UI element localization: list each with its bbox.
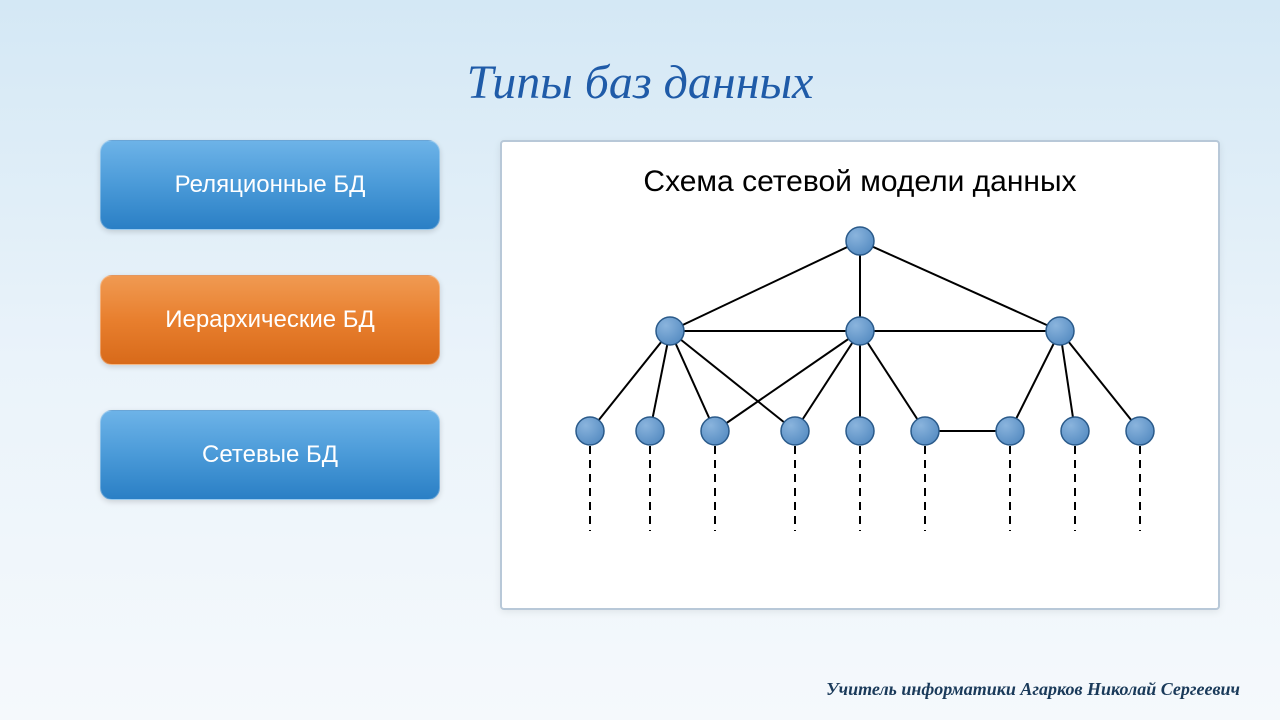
button-hierarchical[interactable]: Иерархические БД	[100, 275, 440, 365]
diagram-title: Схема сетевой модели данных	[532, 162, 1188, 201]
button-hierarchical-label: Иерархические БД	[165, 306, 375, 334]
button-network[interactable]: Сетевые БД	[100, 410, 440, 500]
buttons-column: Реляционные БД Иерархические БД Сетевые …	[100, 140, 440, 610]
button-network-label: Сетевые БД	[202, 441, 338, 469]
page-title: Типы баз данных	[0, 0, 1280, 110]
diagram-panel: Схема сетевой модели данных	[500, 140, 1220, 610]
button-relational-label: Реляционные БД	[175, 171, 366, 199]
network-diagram	[532, 211, 1188, 561]
content-area: Реляционные БД Иерархические БД Сетевые …	[0, 110, 1280, 610]
button-relational[interactable]: Реляционные БД	[100, 140, 440, 230]
footer-credit: Учитель информатики Агарков Николай Серг…	[826, 679, 1240, 700]
